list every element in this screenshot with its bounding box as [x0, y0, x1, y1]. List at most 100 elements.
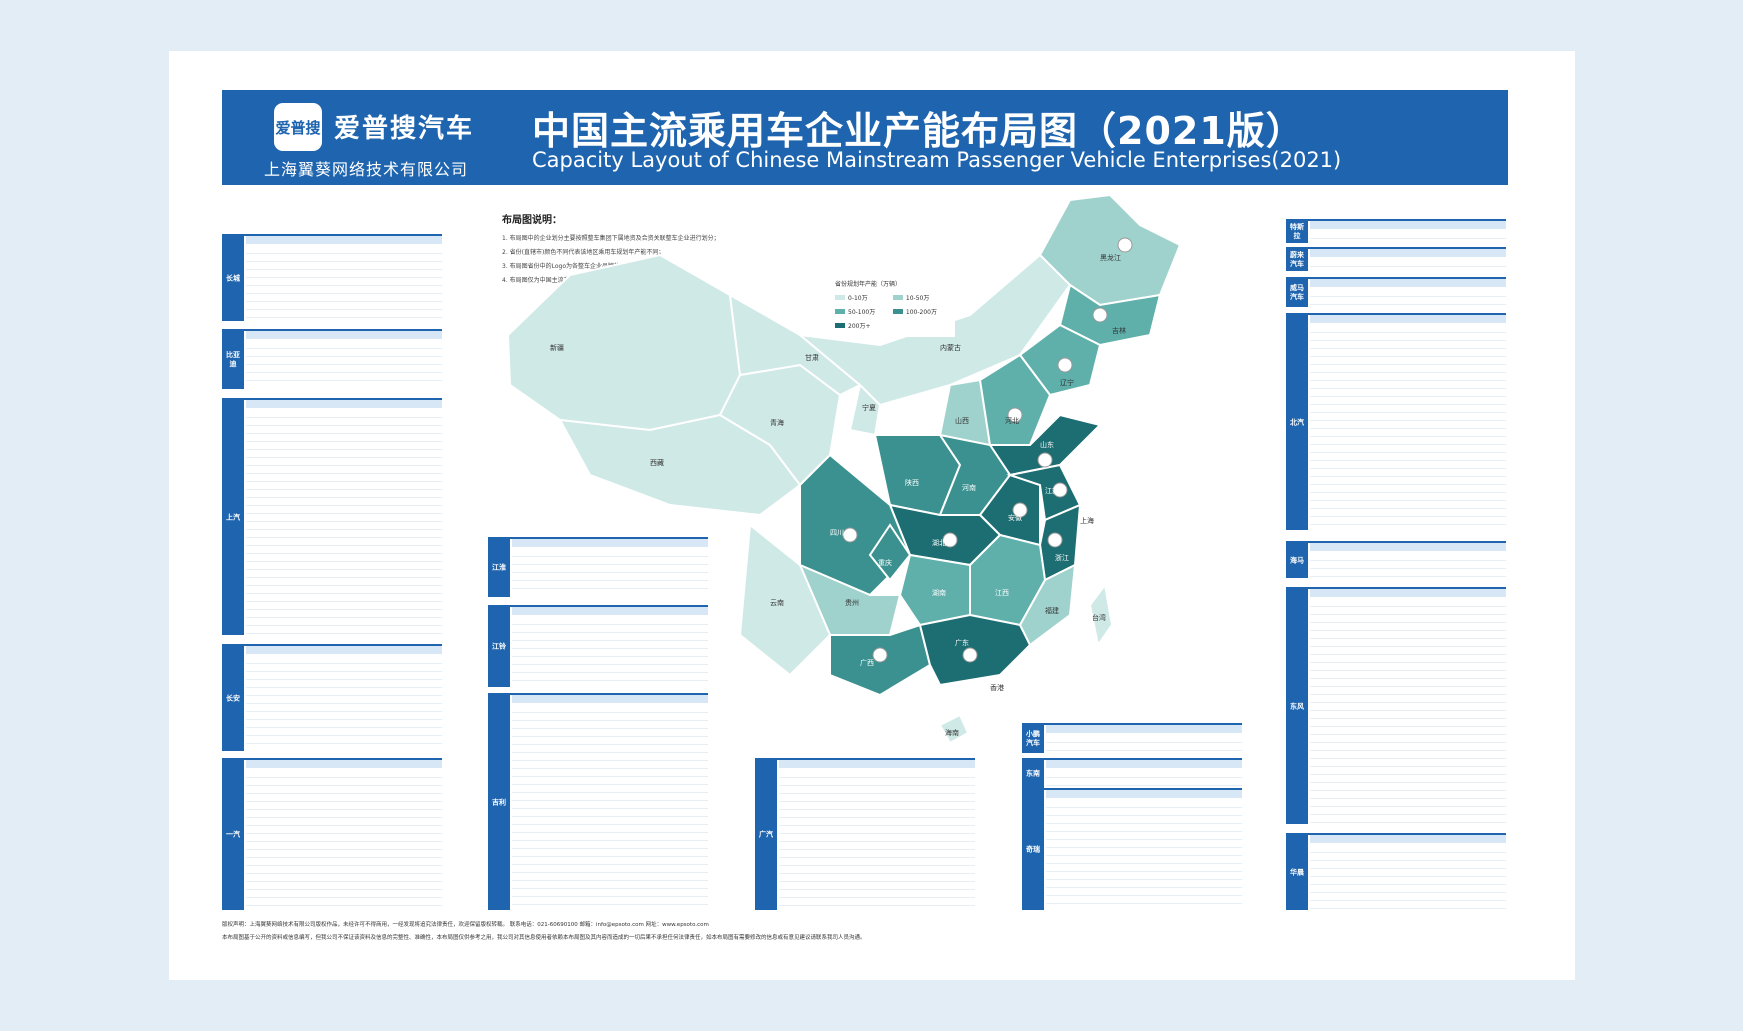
table-row — [246, 898, 442, 906]
table-row — [512, 897, 708, 905]
region-label: 江苏 — [1045, 486, 1059, 495]
table-row — [512, 849, 708, 857]
region-label: 宁夏 — [862, 403, 876, 412]
region-taiwan — [1088, 582, 1114, 648]
table-row — [512, 557, 708, 565]
table-row — [246, 254, 442, 262]
table-row — [1310, 735, 1506, 743]
table-row — [1310, 453, 1506, 461]
region-label: 江西 — [995, 589, 1009, 597]
table-row — [246, 434, 442, 442]
table-row — [512, 881, 708, 889]
page-title: 中国主流乘用车企业产能布局图（2021版） — [532, 109, 1305, 153]
group-label: 东风 — [1290, 702, 1304, 710]
table-row — [246, 778, 442, 786]
table-row — [246, 826, 442, 834]
table-row — [1310, 461, 1506, 469]
table-row — [512, 673, 708, 681]
note-item: 3. 布局图省份中的Logo为各整车企业品牌的区域分布； — [502, 263, 651, 270]
table-row — [1310, 509, 1506, 517]
brand-logo-marker — [842, 527, 858, 543]
table-row — [246, 890, 442, 898]
table-row — [1310, 719, 1506, 727]
region-label: 海南 — [945, 728, 959, 737]
china-capacity-map: 新疆 西藏 青海 甘肃 内蒙古 宁夏 黑龙江 吉林 辽宁 山西 河北 山东 陕西… — [506, 193, 1182, 745]
group-label: 广汽 — [759, 830, 773, 839]
group-label: 比亚迪 — [226, 351, 240, 368]
table-row — [246, 618, 442, 626]
table-right-low-0: 小鹏汽车 — [1022, 723, 1242, 753]
legend-label: 0-10万 — [848, 295, 868, 302]
table-row — [1046, 840, 1242, 848]
group-side: 广汽 — [755, 760, 777, 910]
table-row — [512, 565, 708, 573]
table-row — [779, 770, 975, 778]
table-row — [779, 818, 975, 826]
table-mid-0: 江淮 — [488, 537, 708, 597]
table-row — [1046, 816, 1242, 824]
table-header — [1046, 760, 1242, 768]
table-row — [246, 418, 442, 426]
table-row — [512, 737, 708, 745]
table-row — [246, 810, 442, 818]
group-label: 特斯拉 — [1290, 223, 1304, 240]
table-row — [1310, 893, 1506, 901]
group-side: 上汽 — [222, 400, 244, 635]
table-row — [779, 882, 975, 890]
table-row — [1310, 607, 1506, 615]
table-right-3: 北汽 — [1286, 313, 1506, 530]
table-row — [1046, 848, 1242, 856]
table-row — [1310, 569, 1506, 577]
table-right-1: 蔚来汽车 — [1286, 247, 1506, 271]
table-row — [246, 586, 442, 594]
table-row — [1046, 864, 1242, 872]
table-row — [246, 626, 442, 634]
region-label: 上海 — [1080, 516, 1094, 525]
table-row — [779, 802, 975, 810]
table-row — [246, 246, 442, 254]
region-label: 贵州 — [845, 598, 859, 607]
table-row — [512, 809, 708, 817]
table-row — [246, 562, 442, 570]
group-label: 东南 — [1026, 769, 1040, 778]
table-left-0: 长城 — [222, 234, 442, 321]
table-row — [246, 656, 442, 664]
brand-logo-marker — [1117, 237, 1133, 253]
table-row — [512, 729, 708, 737]
table-row — [246, 310, 442, 318]
table-header — [1310, 835, 1506, 843]
footer-line: 版权声明：上海翼葵网络技术有限公司版权作品，未经许可不得商用，一经发现将追究法律… — [222, 922, 709, 928]
app-logo: 爱普搜 — [274, 103, 322, 151]
brand-logo-marker — [872, 647, 888, 663]
table-row — [779, 890, 975, 898]
legend-label: 50-100万 — [848, 309, 876, 316]
table-header — [512, 695, 708, 703]
region-label: 广东 — [955, 638, 969, 647]
table-row — [246, 874, 442, 882]
table-mid-1: 江铃 — [488, 605, 708, 687]
brand-logo-marker — [1047, 532, 1063, 548]
table-row — [1046, 778, 1242, 786]
table-row — [246, 802, 442, 810]
region-label: 河北 — [1005, 417, 1019, 425]
group-label: 海马 — [1290, 556, 1304, 564]
legend-swatch — [892, 295, 903, 300]
region-fujian — [1018, 563, 1077, 647]
brand-logo-marker — [1092, 307, 1108, 323]
table-row — [1310, 711, 1506, 719]
region-label: 陕西 — [905, 478, 919, 487]
region-label: 香港 — [990, 683, 1004, 692]
table-row — [512, 641, 708, 649]
group-label: 长安 — [226, 694, 240, 702]
table-row — [246, 530, 442, 538]
table-row — [1310, 869, 1506, 877]
table-row — [1310, 397, 1506, 405]
table-row — [1310, 631, 1506, 639]
group-label: 吉利 — [492, 798, 506, 806]
table-left-2: 上汽 — [222, 398, 442, 635]
table-header — [1310, 589, 1506, 597]
table-row — [779, 794, 975, 802]
table-row — [246, 442, 442, 450]
group-label: 一汽 — [226, 830, 240, 839]
table-header — [1310, 221, 1506, 229]
